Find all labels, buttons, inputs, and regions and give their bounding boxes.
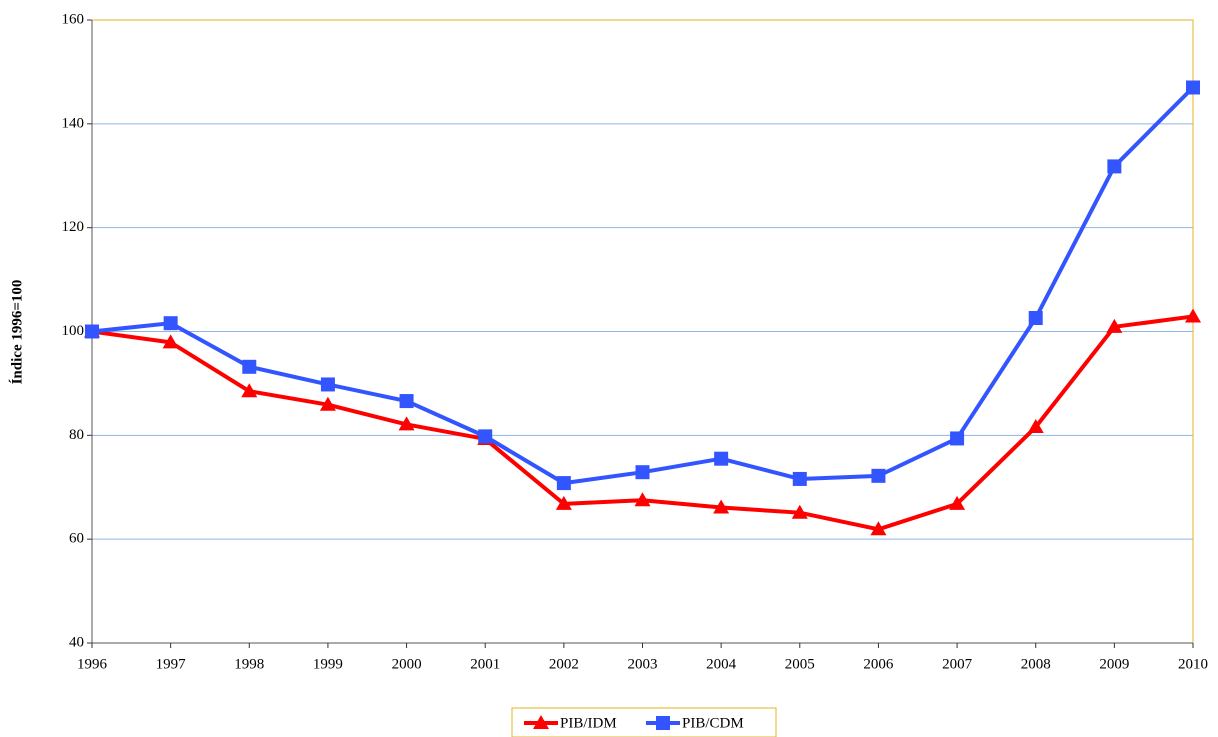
marker — [162, 334, 179, 349]
marker — [320, 377, 335, 392]
marker — [1027, 419, 1044, 434]
x-tick-label: 1999 — [313, 656, 343, 672]
legend-label: PIB/IDM — [560, 715, 617, 731]
marker — [241, 383, 258, 398]
marker — [635, 465, 650, 480]
marker — [478, 429, 493, 444]
x-tick-label: 2005 — [785, 656, 815, 672]
marker — [163, 316, 178, 331]
legend-box — [511, 707, 777, 737]
marker — [791, 504, 808, 519]
marker — [634, 492, 651, 507]
marker — [950, 431, 965, 446]
x-tick-label: 2004 — [706, 656, 737, 672]
marker — [1186, 80, 1200, 95]
marker — [1106, 318, 1123, 333]
marker — [242, 359, 257, 374]
x-tick-label: 2009 — [1099, 656, 1129, 672]
marker — [319, 396, 336, 411]
y-tick-label: 160 — [62, 11, 85, 27]
series-line — [91, 86, 1195, 486]
x-tick-label: 2002 — [549, 656, 579, 672]
marker — [870, 521, 887, 536]
y-tick-label: 40 — [69, 634, 84, 650]
y-tick-label: 140 — [62, 115, 85, 131]
y-tick-label: 80 — [69, 427, 84, 443]
marker — [85, 324, 99, 339]
x-tick-label: 1998 — [234, 656, 264, 672]
marker — [1028, 311, 1043, 326]
x-tick-label: 1996 — [77, 656, 108, 672]
marker — [1185, 308, 1201, 323]
legend-label: PIB/CDM — [682, 715, 744, 731]
y-axis-label: Índice 1996=100 — [8, 280, 25, 385]
x-tick-label: 2000 — [392, 656, 422, 672]
marker — [871, 468, 886, 483]
marker — [949, 495, 966, 510]
marker — [399, 394, 414, 409]
x-tick-label: 2006 — [863, 656, 894, 672]
legend-marker — [533, 715, 549, 729]
marker — [714, 451, 729, 466]
y-tick-label: 120 — [62, 219, 85, 235]
marker — [398, 416, 415, 431]
x-tick-label: 2007 — [942, 656, 973, 672]
x-tick-label: 1997 — [156, 656, 187, 672]
x-tick-label: 2008 — [1021, 656, 1051, 672]
marker — [555, 495, 572, 510]
legend-marker — [656, 716, 670, 730]
marker — [792, 471, 807, 486]
x-tick-label: 2001 — [470, 656, 500, 672]
marker — [1107, 159, 1122, 174]
x-tick-label: 2003 — [628, 656, 658, 672]
marker — [556, 476, 571, 491]
marker — [713, 499, 730, 514]
y-tick-label: 100 — [62, 323, 85, 339]
x-tick-label: 2010 — [1178, 656, 1208, 672]
y-tick-label: 60 — [69, 531, 84, 547]
